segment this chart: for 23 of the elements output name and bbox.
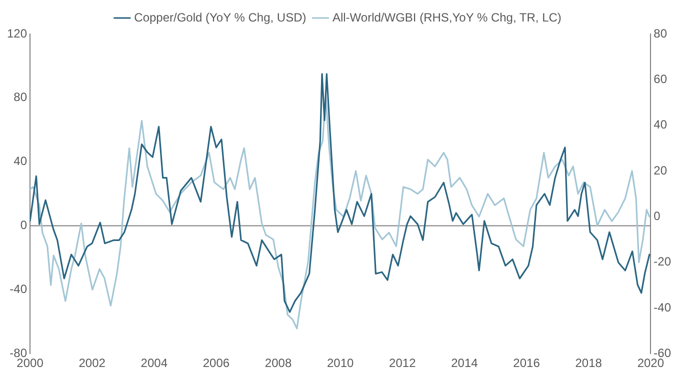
y-tick-label: 0	[20, 218, 28, 232]
x-tick-label: 2018	[575, 356, 602, 370]
x-tick-label: 2008	[264, 356, 292, 370]
x-tick-label: 2002	[78, 356, 106, 370]
y2-tick-label: 60	[654, 72, 668, 86]
y2-tick-label: -40	[654, 300, 672, 314]
y2-tick-label: 20	[654, 163, 668, 178]
x-tick-label: 2010	[326, 356, 354, 370]
legend-label: Copper/Gold (YoY % Chg, USD)	[134, 10, 306, 24]
y2-tick-label: 0	[654, 208, 661, 223]
y2-tick-label: 40	[654, 118, 668, 132]
x-tick-label: 2004	[140, 356, 168, 370]
y-tick-label: 80	[14, 90, 28, 104]
x-tick-label: 2014	[451, 356, 478, 370]
legend-label: All-World/WGBI (RHS,YoY % Chg, TR, LC)	[332, 10, 562, 24]
y-tick-label: -40	[10, 282, 28, 296]
y-tick-label: 40	[14, 154, 28, 168]
x-tick-label: 2016	[513, 356, 540, 370]
x-tick-label: 2012	[389, 356, 416, 370]
x-tick-label: 2006	[202, 356, 230, 370]
y2-tick-label: 80	[654, 26, 668, 40]
y-tick-label: 120	[6, 26, 28, 40]
y2-tick-label: -20	[654, 254, 672, 269]
